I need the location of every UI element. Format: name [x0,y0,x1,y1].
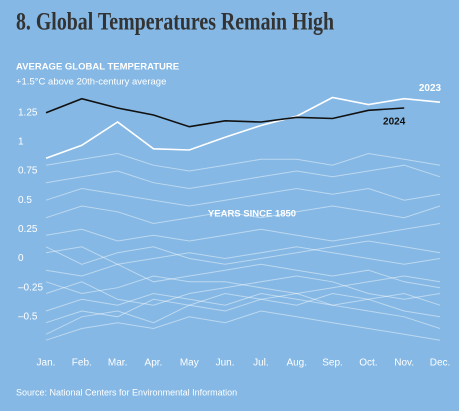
background-line [45,152,441,172]
background-line [45,263,441,289]
x-tick-label: Dec. [430,358,451,369]
series-label: 2024 [383,117,406,128]
background-line [45,205,441,225]
x-tick-label: Oct. [359,358,377,369]
y-tick-label: 1.25 [18,107,38,118]
y-tick-label: 0.75 [18,166,38,177]
x-tick-label: Jul. [253,358,269,369]
background-line [45,223,441,242]
y-tick-label: 0.5 [18,195,32,206]
x-tick-label: Jan. [37,358,56,369]
y-tick-label: 1 [18,136,24,147]
x-tick-label: May [180,358,199,369]
subtitle: AVERAGE GLOBAL TEMPERATURE [16,62,179,73]
x-tick-label: Mar. [108,358,127,369]
background-line [45,240,441,265]
x-tick-label: Apr. [145,358,163,369]
series-line [45,96,441,159]
chart-title: 8. Global Temperatures Remain High [16,9,334,36]
y-tick-label: 0.25 [18,224,38,235]
annotation: YEARS SINCE 1850 [208,209,296,220]
x-tick-label: Sep. [322,358,343,369]
background-line [45,275,441,306]
source: Source: National Centers for Environment… [16,387,237,397]
background-line [45,292,441,324]
x-tick-label: Nov. [394,358,414,369]
series-line [45,97,405,128]
background-line [45,292,441,312]
background-line [45,292,441,335]
background-line [45,246,441,265]
y-tick-label: –0.25 [18,282,43,293]
y-tick-label: 0 [18,253,24,264]
axis-label: +1.5°C above 20th-century average [16,77,166,88]
x-tick-label: Jun. [216,358,235,369]
x-tick-label: Feb. [72,358,92,369]
x-tick-label: Aug. [286,358,307,369]
background-line [45,275,441,295]
background-line [45,164,441,190]
y-tick-label: –0.5 [18,311,38,322]
background-line [45,310,441,341]
background-line [45,187,441,207]
series-label: 2023 [419,83,442,94]
